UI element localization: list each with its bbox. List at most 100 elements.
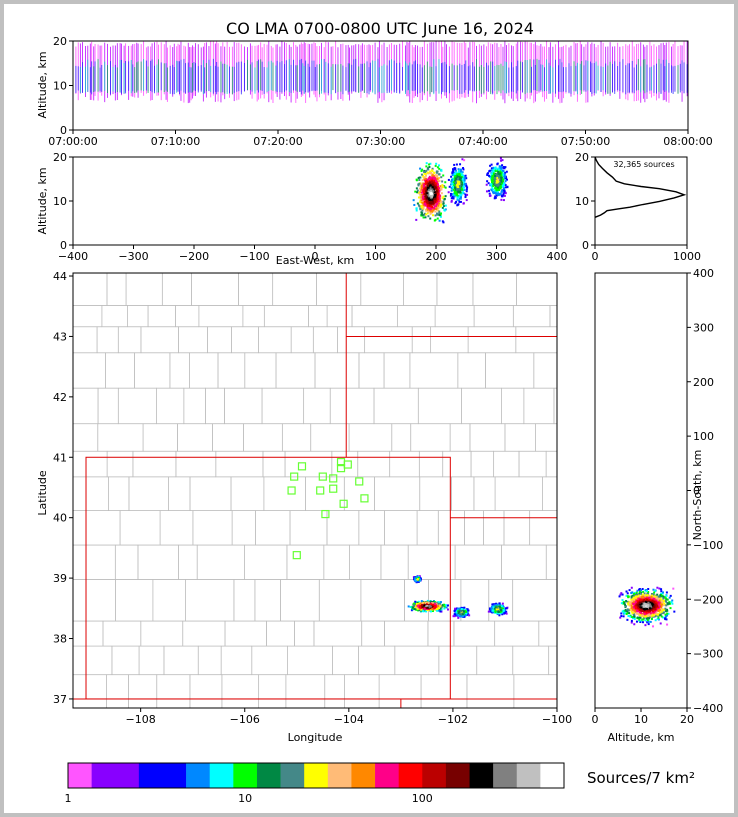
- ew-altitude-source: [415, 218, 418, 221]
- ns-altitude-source: [640, 591, 643, 594]
- ew-altitude-source: [496, 183, 499, 186]
- ew-altitude-source: [494, 191, 497, 194]
- ew-altitude-ylabel: Altitude, km: [36, 167, 49, 234]
- county-boundary: [549, 305, 557, 328]
- lma-station-marker: [336, 464, 346, 473]
- ew-altitude-source: [459, 170, 462, 173]
- county-boundary: [238, 273, 274, 306]
- county-boundary: [224, 387, 263, 425]
- ew-altitude-source: [502, 166, 505, 169]
- ew-altitude-source: [451, 186, 454, 189]
- ew-altitude-source: [502, 187, 505, 190]
- ns-altitude-source: [648, 595, 651, 598]
- colorbar-tick: 10: [238, 792, 252, 805]
- ns-altitude-source: [648, 599, 651, 602]
- county-boundary: [343, 476, 375, 511]
- ew-altitude-source: [506, 185, 509, 188]
- ew-altitude-source: [429, 208, 432, 211]
- ew-altitude-source: [438, 194, 441, 197]
- ew-altitude-source: [434, 174, 437, 177]
- county-boundary: [466, 674, 515, 708]
- ew-altitude-source: [485, 183, 488, 186]
- ew-altitude-source: [490, 183, 493, 186]
- ns-altitude-source: [632, 613, 635, 616]
- latitude-tick: 44: [53, 270, 67, 283]
- ns-altitude-source: [658, 587, 661, 590]
- county-boundary: [485, 352, 535, 389]
- county-boundary: [391, 423, 412, 452]
- ew-altitude-source: [455, 187, 458, 190]
- county-boundary: [263, 305, 309, 328]
- ew-altitude-source: [428, 185, 431, 188]
- ns-altitude-source: [660, 603, 663, 606]
- histogram-ytick: 0: [582, 239, 589, 252]
- ns-altitude-source: [653, 609, 656, 612]
- time-height-ytick: 0: [60, 124, 67, 137]
- ew-tick: 400: [547, 250, 568, 263]
- ns-altitude-source: [634, 610, 637, 613]
- ew-altitude-source: [502, 192, 505, 195]
- ns-altitude-source: [645, 603, 648, 606]
- county-boundary: [132, 450, 177, 478]
- ew-altitude-source: [437, 207, 440, 210]
- ew-altitude-ytick: 20: [53, 151, 67, 164]
- county-boundary: [538, 620, 557, 647]
- ns-altitude-source: [656, 606, 659, 609]
- ew-altitude-source: [493, 176, 496, 179]
- ew-altitude-source: [454, 169, 457, 172]
- ew-altitude-source: [459, 174, 462, 177]
- county-boundary: [358, 645, 396, 676]
- ns-altitude-source: [659, 597, 662, 600]
- histogram-ytick: 10: [575, 195, 589, 208]
- storm-source: [498, 607, 501, 610]
- storm-source: [412, 605, 415, 608]
- time-height-ytick: 10: [53, 80, 67, 93]
- ew-altitude-source: [423, 204, 426, 207]
- ew-altitude-source: [496, 173, 499, 176]
- ew-altitude-source: [443, 198, 446, 201]
- ew-altitude-source: [426, 193, 429, 196]
- ew-altitude-source: [463, 179, 466, 182]
- ew-altitude-source: [504, 192, 507, 195]
- ns-altitude-source: [665, 615, 668, 618]
- ew-altitude-frame: [72, 156, 558, 246]
- ew-altitude-source: [422, 216, 425, 219]
- ew-altitude-source: [435, 182, 438, 185]
- ew-altitude-source: [501, 189, 504, 192]
- lma-station-marker: [321, 509, 330, 519]
- ns-altitude-source: [640, 596, 643, 599]
- ew-altitude-source: [424, 188, 427, 191]
- ew-altitude-source: [497, 184, 500, 187]
- storm-source: [430, 600, 433, 603]
- ns-altitude-source: [651, 594, 654, 597]
- county-boundary: [73, 620, 104, 647]
- storm-source: [462, 607, 465, 610]
- ew-altitude-source: [459, 187, 462, 190]
- storm-source: [416, 607, 419, 610]
- ew-tick: −200: [179, 250, 209, 263]
- ns-altitude-source: [625, 610, 628, 613]
- ew-altitude-source: [438, 167, 441, 170]
- county-boundary: [196, 544, 245, 580]
- ew-altitude-source: [422, 183, 425, 186]
- ns-altitude-source: [622, 600, 625, 603]
- ew-altitude-source: [453, 195, 456, 198]
- ew-altitude-source: [454, 202, 457, 205]
- ew-altitude-source: [454, 188, 457, 191]
- ew-altitude-source: [456, 195, 459, 198]
- county-boundary: [453, 620, 496, 647]
- storm-source: [430, 603, 433, 606]
- ns-altitude-source: [657, 609, 660, 612]
- ns-altitude-source: [624, 603, 627, 606]
- ew-altitude-source: [494, 196, 497, 199]
- ns-altitude-source: [669, 607, 672, 610]
- storm-source: [426, 599, 429, 602]
- county-boundary: [191, 273, 239, 306]
- storm-source: [416, 575, 419, 578]
- ns-altitude-source: [628, 604, 631, 607]
- ns-altitude-source: [654, 600, 657, 603]
- storm-source: [505, 612, 508, 615]
- ew-altitude-source: [442, 174, 445, 177]
- ns-altitude-source: [629, 607, 632, 610]
- county-boundary: [419, 476, 452, 511]
